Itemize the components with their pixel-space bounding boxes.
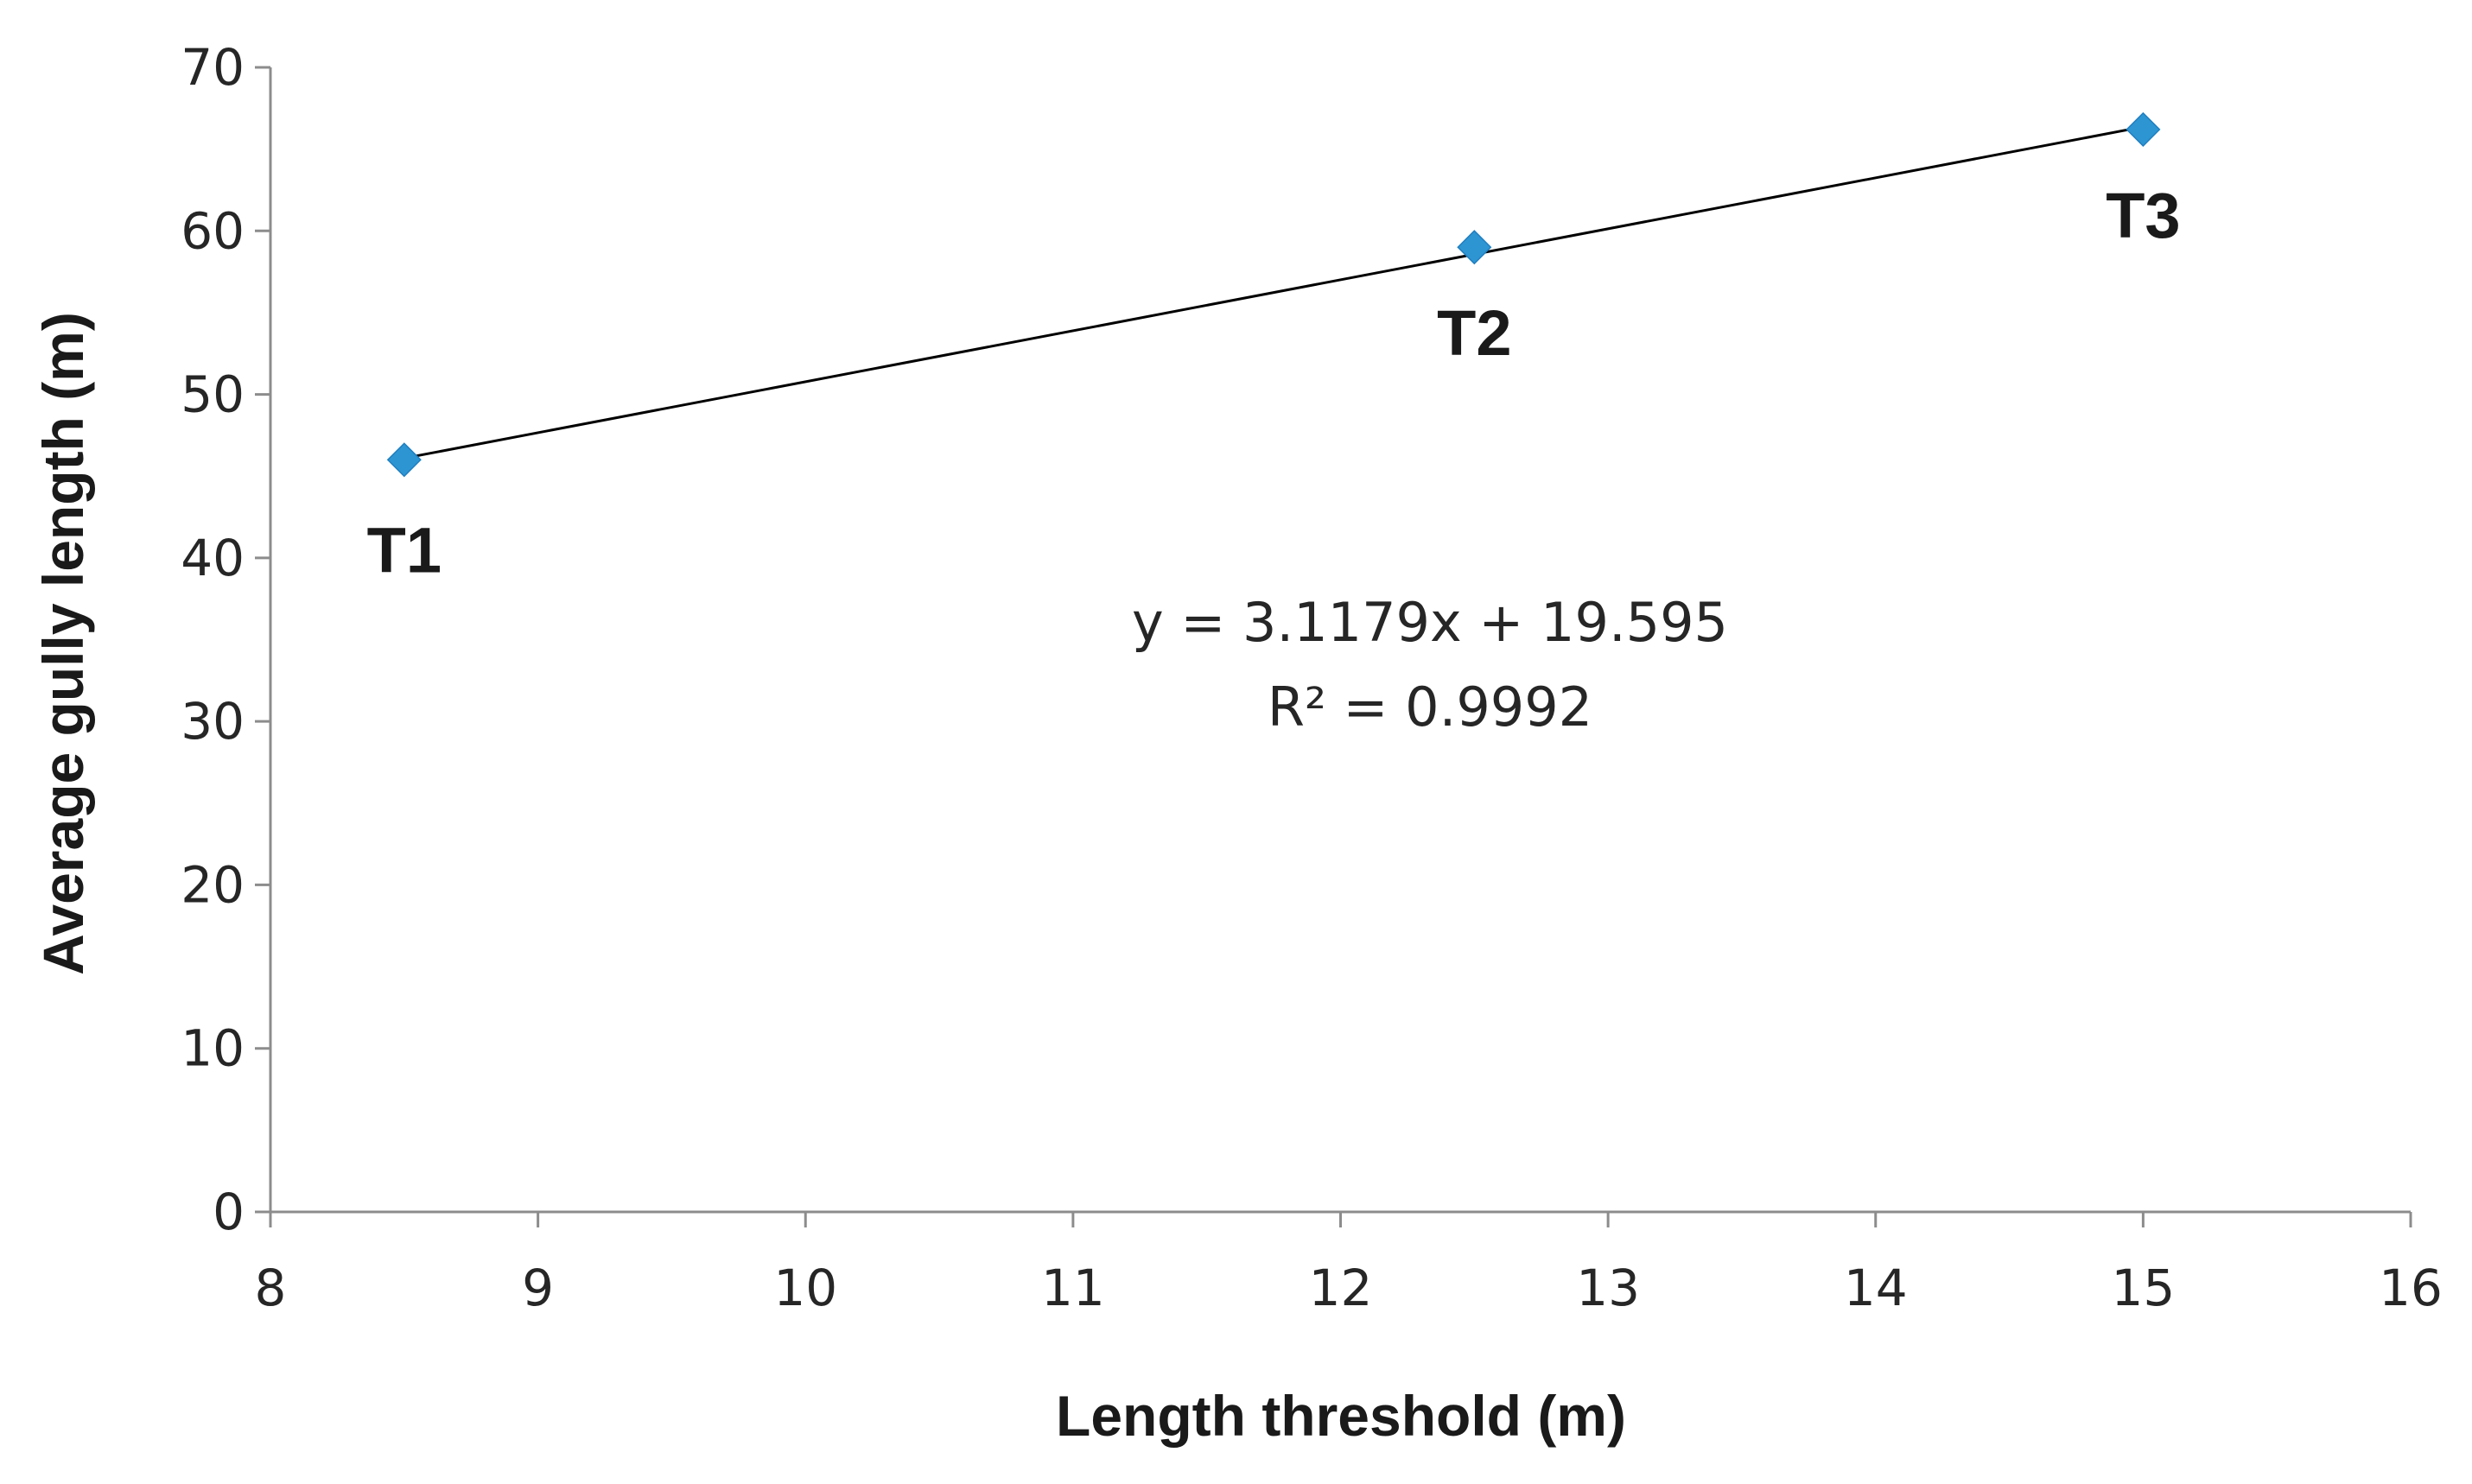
point-label-t2: T2	[1437, 297, 1511, 369]
x-axis-ticks: 8 9 10 11 12 13 14 15 16	[255, 1212, 2443, 1317]
x-tick-label: 14	[1844, 1259, 1908, 1317]
y-tick-label: 0	[213, 1183, 245, 1241]
x-tick-label: 12	[1309, 1259, 1373, 1317]
y-tick-label: 70	[181, 38, 245, 97]
y-tick-label: 60	[181, 201, 245, 260]
x-tick-label: 11	[1041, 1259, 1105, 1317]
y-tick-label: 50	[181, 365, 245, 424]
trendline-r-squared: R² = 0.9992	[1268, 675, 1592, 739]
x-tick-label: 8	[255, 1259, 287, 1317]
trendline-equation: y = 3.1179x + 19.595	[1132, 591, 1728, 654]
x-axis-title: Length threshold (m)	[1056, 1384, 1626, 1448]
x-tick-label: 16	[2379, 1259, 2443, 1317]
data-point-t2	[1457, 230, 1492, 265]
x-tick-label: 15	[2111, 1259, 2175, 1317]
x-tick-label: 9	[522, 1259, 554, 1317]
y-tick-label: 40	[181, 529, 245, 587]
y-tick-label: 30	[181, 692, 245, 751]
data-point-t3	[2126, 111, 2161, 147]
point-label-t3: T3	[2106, 180, 2180, 251]
data-point-t1	[386, 442, 422, 478]
trendline-group	[404, 125, 2144, 460]
data-points	[386, 111, 2161, 478]
x-tick-label: 10	[773, 1259, 837, 1317]
y-tick-label: 10	[181, 1019, 245, 1078]
trendline	[404, 125, 2144, 460]
y-tick-label: 20	[181, 855, 245, 914]
y-axis-title: Average gully length (m)	[31, 312, 95, 975]
point-labels: T1 T2 T3	[367, 180, 2181, 586]
point-label-t1: T1	[367, 514, 442, 586]
y-axis-ticks: 0 10 20 30 40 50 60 70	[181, 38, 270, 1241]
x-tick-label: 13	[1576, 1259, 1640, 1317]
